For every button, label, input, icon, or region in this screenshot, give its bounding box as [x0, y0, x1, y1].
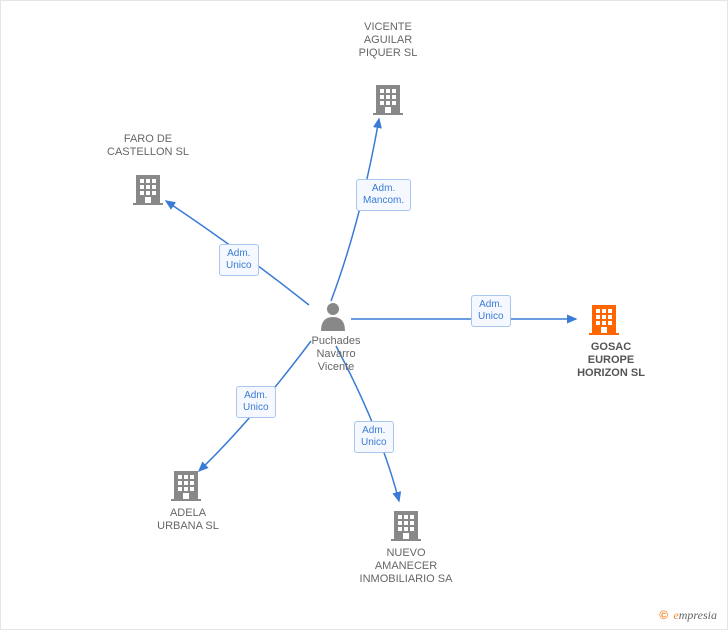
- node-label-adela-urbana: ADELA URBANA SL: [143, 507, 233, 533]
- edge-label-nuevo-amanecer: Adm. Unico: [354, 421, 394, 453]
- building-icon: [373, 83, 403, 120]
- edge-label-gosac: Adm. Unico: [471, 295, 511, 327]
- node-label-vicente-aguilar: VICENTE AGUILAR PIQUER SL: [353, 21, 423, 61]
- node-label-gosac: GOSAC EUROPE HORIZON SL: [561, 341, 661, 381]
- person-icon: [319, 301, 347, 336]
- copyright-symbol: ©: [659, 608, 668, 622]
- edge-label-vicente-aguilar: Adm. Mancom.: [356, 179, 411, 211]
- edge-label-adela-urbana: Adm. Unico: [236, 386, 276, 418]
- edge-label-faro-castellon: Adm. Unico: [219, 244, 259, 276]
- diagram-canvas: Adm. Mancom. Adm. Unico Adm. Unico Adm. …: [0, 0, 728, 630]
- building-icon: [391, 509, 421, 546]
- copyright: © empresia: [659, 608, 717, 623]
- node-label-faro-castellon: FARO DE CASTELLON SL: [93, 133, 203, 159]
- building-icon: [171, 469, 201, 506]
- brand-name: empresia: [673, 608, 717, 622]
- person-label: Puchades Navarro Vicente: [306, 335, 366, 375]
- building-icon: [133, 173, 163, 210]
- node-label-nuevo-amanecer: NUEVO AMANECER INMOBILIARIO SA: [351, 547, 461, 587]
- building-icon: [589, 303, 619, 340]
